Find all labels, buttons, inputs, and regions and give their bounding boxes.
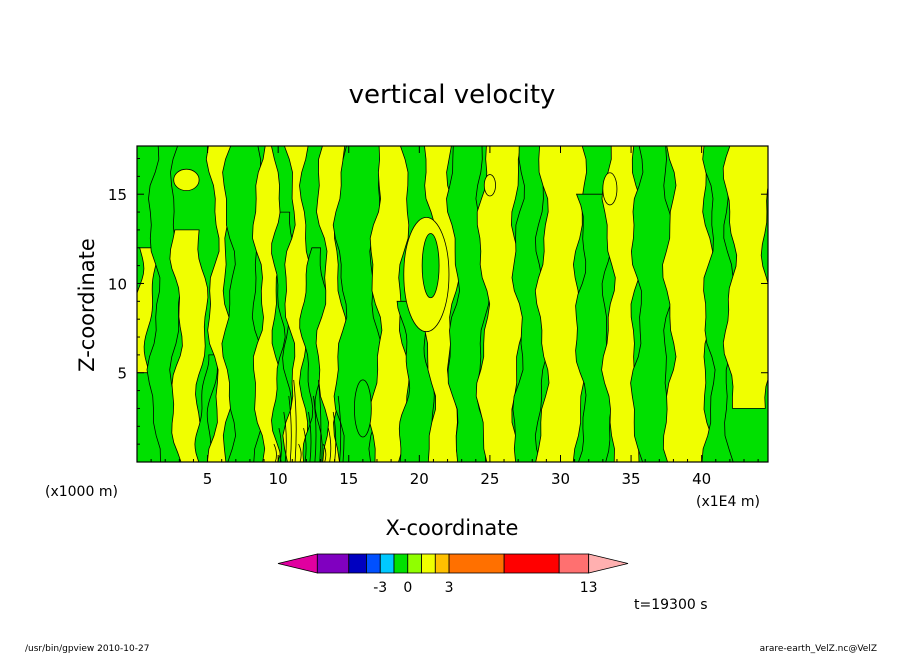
chart-title: vertical velocity <box>349 80 556 110</box>
colorbar-swatch <box>421 553 436 574</box>
y-tick-label: 10 <box>108 275 127 293</box>
x-axis-unit: (x1000 m) <box>45 484 118 500</box>
colorbar-label: 13 <box>580 580 598 596</box>
x-tick-label: 5 <box>203 470 213 488</box>
contour-line <box>283 411 287 462</box>
colorbar-label: 3 <box>445 580 454 596</box>
x-axis-title: X-coordinate <box>386 516 519 540</box>
plot-frame <box>136 145 769 463</box>
contour-band <box>169 229 209 462</box>
contour-band <box>630 146 676 462</box>
contour-band <box>299 247 330 462</box>
contour-line <box>303 428 307 462</box>
contour-line <box>288 395 292 462</box>
contour-band <box>701 146 737 462</box>
contour-line <box>308 411 312 462</box>
colorbar-labels: -3 0 3 13 <box>373 580 597 596</box>
contour-line <box>293 379 297 462</box>
x-axis-exponent-unit: (x1E4 m) <box>696 494 760 510</box>
contour-line <box>337 395 342 462</box>
y-axis-title: Z-coordinate <box>75 238 99 372</box>
contour-line <box>322 443 327 462</box>
contour-line <box>278 428 282 462</box>
colorbar-swatch <box>434 553 450 574</box>
time-label: t=19300 s <box>634 597 708 613</box>
colorbar-swatch <box>588 553 629 574</box>
colorbar-swatch <box>277 553 318 574</box>
y-tick-label: 15 <box>108 186 127 204</box>
x-axis-ticks: 5 10 15 20 25 30 35 40 <box>150 146 759 488</box>
colorbar <box>277 553 629 574</box>
footer-right: arare-earth_VelZ.nc@VelZ <box>760 644 877 654</box>
contour-line <box>313 395 317 462</box>
colorbar-swatch <box>558 553 590 574</box>
colorbar-swatch <box>366 553 381 574</box>
contour-blob <box>353 379 372 438</box>
footer-left: /usr/bin/gpview 2010-10-27 <box>25 644 149 654</box>
contour-band <box>282 146 314 462</box>
contour-blob <box>421 233 440 299</box>
contour-line <box>273 443 277 462</box>
contour-line <box>332 411 337 462</box>
contour-blob <box>483 174 496 197</box>
contour-field <box>137 146 768 462</box>
x-tick-label: 10 <box>269 470 288 488</box>
contour-band <box>511 146 550 462</box>
contour-blob <box>602 172 618 206</box>
x-tick-label: 25 <box>480 470 499 488</box>
contour-line <box>327 428 332 462</box>
contour-blob <box>173 168 200 192</box>
contour-band <box>662 146 715 462</box>
colorbar-swatch <box>503 553 560 574</box>
colorbar-swatch <box>448 553 505 574</box>
plot-area <box>136 145 769 463</box>
contour-band <box>475 146 526 462</box>
colorbar-swatch <box>407 553 422 574</box>
x-tick-label: 35 <box>622 470 641 488</box>
colorbar-swatch <box>379 553 395 574</box>
y-axis-ticks: 5 10 15 <box>108 157 768 445</box>
colorbar-swatch <box>348 553 367 574</box>
x-tick-label: 40 <box>692 470 711 488</box>
contour-band <box>722 146 768 409</box>
x-tick-label: 30 <box>551 470 570 488</box>
colorbar-swatch <box>316 553 350 574</box>
contour-line <box>298 443 302 462</box>
colorbar-label: 0 <box>403 580 412 596</box>
x-tick-label: 15 <box>339 470 358 488</box>
contour-line <box>318 379 322 462</box>
contour-band <box>146 146 184 462</box>
x-tick-label: 20 <box>410 470 429 488</box>
colorbar-label: -3 <box>373 580 387 596</box>
colorbar-swatch <box>393 553 409 574</box>
y-tick-label: 5 <box>117 365 127 383</box>
